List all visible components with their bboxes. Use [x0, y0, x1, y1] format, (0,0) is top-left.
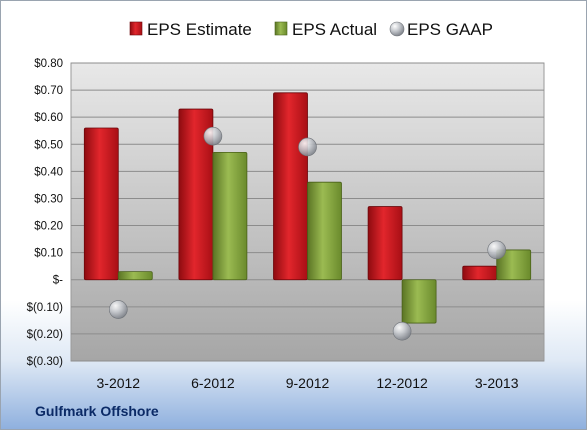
y-tick-label: $(0.10): [27, 302, 64, 314]
marker-eps-gaap: [392, 321, 412, 341]
marker-eps-gaap: [487, 240, 507, 260]
bar-eps-estimate: [83, 127, 119, 281]
y-tick-label: $0.10: [34, 248, 63, 260]
x-tick-label: 6-2012: [191, 375, 235, 391]
bar-eps-actual: [307, 181, 342, 281]
y-tick-label: $0.80: [34, 58, 63, 70]
marker-eps-gaap: [298, 137, 317, 157]
y-tick-label: $(0.20): [27, 329, 64, 341]
y-tick-label: $0.30: [34, 193, 63, 205]
company-name: Gulfmark Offshore: [35, 403, 159, 419]
y-tick-label: $0.40: [34, 166, 63, 178]
x-tick-label: 12-2012: [376, 375, 428, 391]
y-tick-label: $0.20: [34, 221, 63, 233]
marker-eps-gaap: [109, 300, 128, 319]
y-tick-label: $-: [53, 275, 63, 287]
y-tick-label: $(0.30): [27, 356, 64, 368]
legend-label: EPS Actual: [292, 20, 377, 39]
x-tick-label: 3-2013: [475, 375, 519, 391]
bar-eps-estimate: [462, 265, 498, 281]
x-axis: 3-2012 6-2012 9-2012 12-2012 3-2013: [97, 375, 519, 391]
bar-eps-estimate: [367, 206, 403, 281]
y-tick-label: $0.70: [34, 85, 63, 97]
bar-eps-actual: [212, 151, 248, 281]
marker-eps-gaap: [203, 126, 223, 146]
bars: [83, 92, 532, 324]
legend-swatch: [274, 21, 288, 36]
y-axis: $0.80 $0.70 $0.60 $0.50 $0.40 $0.30 $0.20 $0.10…: [27, 58, 64, 368]
y-tick-label: $0.60: [34, 112, 63, 124]
bar-eps-estimate: [273, 92, 308, 281]
gaap-markers: [109, 126, 507, 341]
bar-eps-actual: [401, 279, 437, 324]
x-tick-label: 9-2012: [286, 375, 330, 391]
legend-swatch: [389, 21, 405, 37]
y-tick-label: $0.50: [34, 139, 63, 151]
bar-eps-actual: [117, 271, 153, 281]
legend-label: EPS GAAP: [407, 20, 493, 39]
bar-eps-actual: [496, 249, 532, 281]
legend: EPS Estimate EPS Actual EPS GAAP: [129, 20, 493, 39]
legend-swatch: [129, 21, 143, 36]
legend-label: EPS Estimate: [147, 20, 252, 39]
x-tick-label: 3-2012: [97, 375, 141, 391]
